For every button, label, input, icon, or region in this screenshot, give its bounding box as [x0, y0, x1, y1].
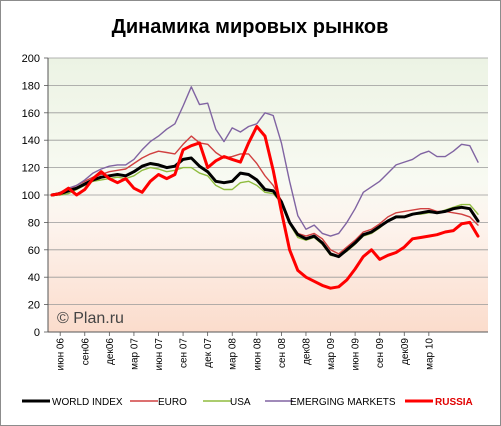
x-tick-label: сен 07 — [179, 338, 190, 368]
series-line-russia — [50, 125, 480, 290]
chart-title: Динамика мировых рынков — [112, 16, 389, 38]
series-line-euro — [51, 135, 479, 255]
y-tick-label: 140 — [22, 135, 40, 147]
legend-label: EMERGING MARKETS — [290, 397, 396, 408]
x-tick-label: дек 07 — [203, 338, 214, 368]
legend-label: RUSSIA — [435, 397, 473, 408]
y-tick-label: 60 — [28, 245, 40, 257]
y-tick-label: 0 — [34, 327, 40, 339]
x-tick-label: июн 09 — [351, 338, 362, 371]
y-tick-label: 20 — [28, 300, 40, 312]
x-tick-label: мар 07 — [129, 338, 140, 370]
x-tick-label: сен 09 — [375, 338, 386, 368]
x-tick-label: сен 08 — [277, 338, 288, 368]
y-tick-label: 100 — [22, 190, 40, 202]
y-tick-label: 160 — [22, 108, 40, 120]
y-tick-label: 120 — [22, 163, 40, 175]
x-tick-label: мар 08 — [228, 338, 239, 370]
watermark: © Plan.ru — [57, 310, 124, 327]
series-line-emerging-markets — [51, 86, 479, 237]
legend-label: EURO — [158, 397, 187, 408]
y-tick-label: 200 — [22, 53, 40, 65]
series-line-world-index — [50, 156, 480, 259]
x-tick-label: июн 07 — [154, 338, 165, 371]
y-tick-label: 40 — [28, 272, 40, 284]
x-tick-label: июн 08 — [252, 338, 263, 371]
y-tick-label: 180 — [22, 80, 40, 92]
x-tick-label: мар 09 — [326, 338, 337, 370]
legend-label: WORLD INDEX — [52, 397, 123, 408]
x-tick-label: дек09 — [400, 338, 411, 365]
x-tick-label: дек08 — [301, 338, 312, 365]
x-tick-label: дек06 — [105, 338, 116, 365]
x-tick-label: мар 10 — [424, 338, 435, 370]
legend-label: USA — [230, 397, 251, 408]
x-tick-label: сен06 — [80, 338, 91, 366]
x-tick-label: июн 06 — [56, 338, 67, 371]
y-tick-label: 80 — [28, 217, 40, 229]
